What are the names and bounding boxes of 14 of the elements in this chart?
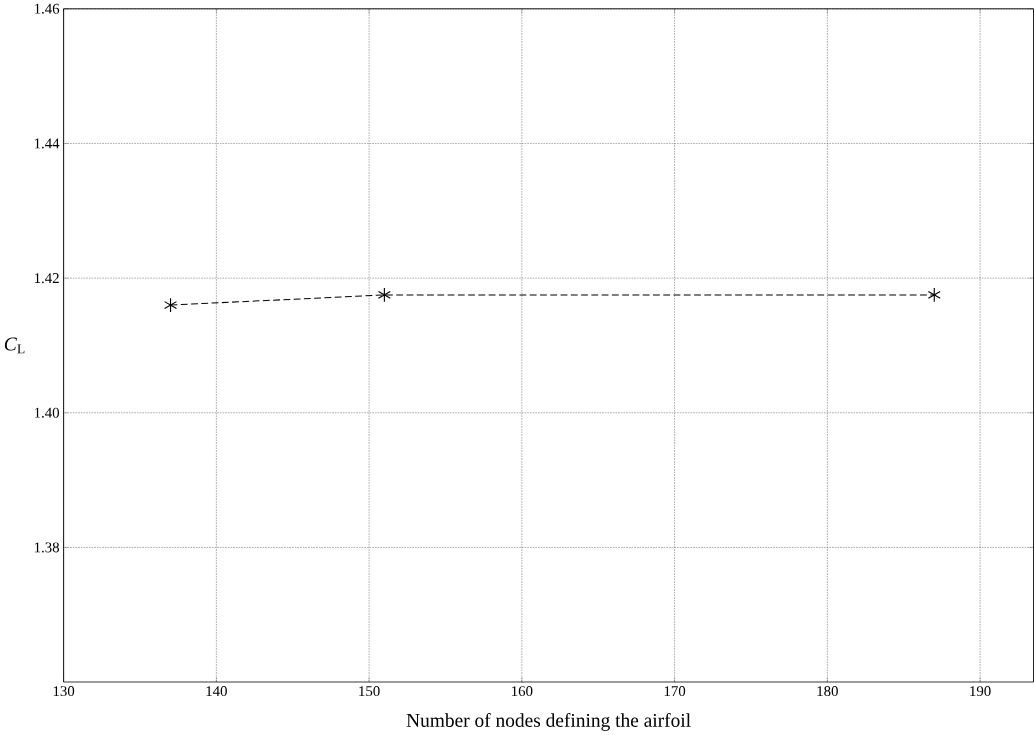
x-tick-label: 190 — [970, 686, 991, 697]
y-tick-label: 1.46 — [34, 3, 60, 14]
x-tick-label: 170 — [664, 686, 686, 697]
y-axis-title: C$_{L}$ — [4, 337, 25, 354]
x-tick-label: 150 — [359, 686, 380, 697]
y-tick-label: 1.44 — [34, 138, 60, 149]
x-tick-label: 160 — [512, 686, 533, 697]
x-tick-label: 180 — [817, 686, 838, 697]
x-axis-title: Number of nodes defining the airfoil — [406, 713, 691, 732]
x-tick-label: 140 — [206, 686, 227, 697]
y-tick-label: 1.40 — [34, 407, 60, 418]
y-tick-label: 1.38 — [34, 542, 60, 553]
x-tick-label: 130 — [53, 686, 75, 697]
y-tick-label: 1.42 — [34, 273, 59, 284]
